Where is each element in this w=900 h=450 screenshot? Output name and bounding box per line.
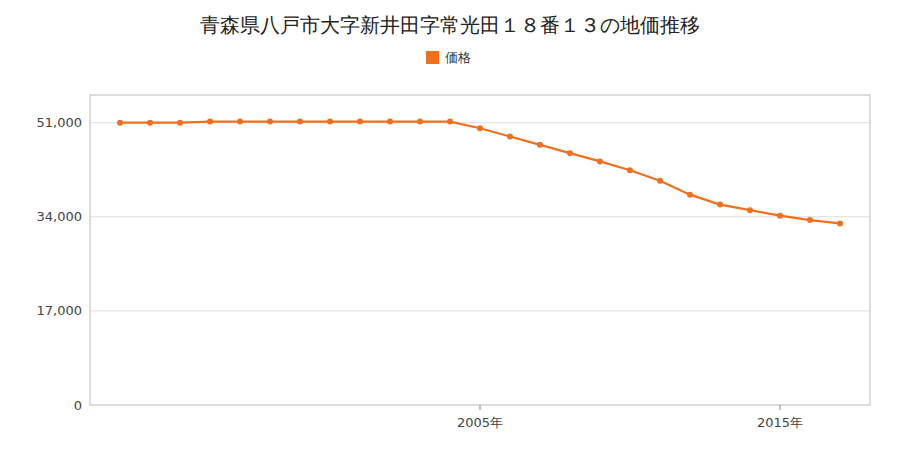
plot-data — [117, 119, 843, 227]
grid-line — [90, 310, 870, 311]
x-axis: 2005年 2015年 — [457, 405, 803, 430]
point — [267, 119, 273, 125]
point — [717, 202, 723, 208]
y-tick-label: 0 — [74, 398, 82, 413]
x-tick-label: 2015年 — [757, 415, 803, 430]
point — [837, 220, 843, 226]
point — [417, 119, 423, 125]
tick-mark — [480, 405, 481, 410]
point — [207, 119, 213, 125]
y-tick-label: 51,000 — [37, 115, 83, 130]
y-tick-label: 17,000 — [37, 303, 83, 318]
chart: 青森県八戸市大字新井田字常光田１８番１３の地価推移 0 17,000 34,000 51… — [0, 0, 900, 450]
point — [687, 192, 693, 198]
y-axis: 0 17,000 34,000 51,000 — [37, 115, 871, 412]
point — [747, 207, 753, 213]
legend-swatch — [426, 51, 439, 64]
point — [117, 120, 123, 126]
point — [627, 167, 633, 173]
point — [477, 125, 483, 131]
point — [177, 120, 183, 126]
grid-line — [90, 216, 870, 217]
point — [807, 217, 813, 223]
point — [597, 158, 603, 164]
tick-mark — [780, 405, 781, 410]
point — [237, 119, 243, 125]
point — [657, 178, 663, 184]
point — [777, 213, 783, 219]
title: 青森県八戸市大字新井田字常光田１８番１３の地価推移 — [200, 13, 700, 37]
point — [567, 150, 573, 156]
point — [447, 119, 453, 125]
x-tick-label: 2005年 — [457, 415, 503, 430]
point — [357, 119, 363, 125]
point — [387, 119, 393, 125]
point — [327, 119, 333, 125]
point — [537, 142, 543, 148]
series-line — [120, 122, 840, 224]
point — [507, 134, 513, 140]
legend: 価格 — [426, 50, 471, 65]
point — [297, 119, 303, 125]
y-tick-label: 34,000 — [37, 209, 83, 224]
legend-label: 価格 — [445, 50, 471, 65]
plot-frame — [90, 95, 870, 405]
point — [147, 120, 153, 126]
